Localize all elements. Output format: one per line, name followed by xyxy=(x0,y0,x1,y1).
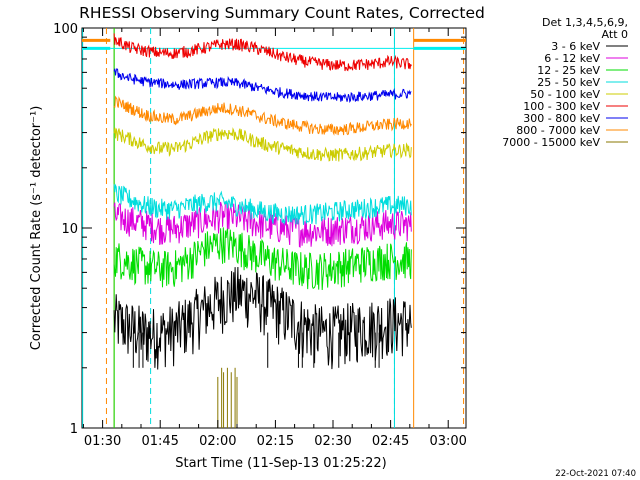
series-50-to-100keV xyxy=(113,127,412,162)
axis-ticks: 01:30 01:45 02:00 02:15 02:30 02:45 03:00 1 10 10… xyxy=(53,22,467,449)
series-line xyxy=(113,200,412,248)
series-300-to-800keV xyxy=(113,67,412,103)
y-tick-label: 10 xyxy=(61,222,78,237)
x-tick-label: 01:30 xyxy=(84,434,121,449)
y-tick-label: 100 xyxy=(53,22,78,37)
legend-label: 12 - 25 keV xyxy=(537,64,600,77)
series-6-to-12keV xyxy=(113,200,412,248)
legend-header-line-1: Det 1,3,4,5,6,9, xyxy=(542,16,628,29)
series-line xyxy=(113,183,412,226)
legend-label: 50 - 100 keV xyxy=(530,88,600,101)
legend-label: 6 - 12 keV xyxy=(544,52,600,65)
x-tick-label: 02:45 xyxy=(372,434,409,449)
series-3-to-6keV xyxy=(113,266,412,370)
legend-header: Det 1,3,4,5,6,9, Att 0 xyxy=(542,16,628,41)
series-100-to-300keV xyxy=(113,33,412,72)
y-tick-label: 1 xyxy=(70,422,78,437)
x-tick-label: 02:00 xyxy=(199,434,236,449)
series-25-to-50keV xyxy=(113,183,412,226)
x-tick-label: 01:45 xyxy=(141,434,178,449)
y-axis-label: Corrected Count Rate (s⁻¹ detector⁻¹) xyxy=(29,106,44,351)
x-tick-label: 02:30 xyxy=(314,434,351,449)
legend-label: 7000 - 15000 keV xyxy=(502,136,600,149)
series-12-to-25keV xyxy=(113,227,412,291)
legend-label: 300 - 800 keV xyxy=(523,112,600,125)
x-tick-label: 03:00 xyxy=(429,434,466,449)
series-line xyxy=(113,67,412,103)
series-3-6-kev-dropouts xyxy=(132,332,380,368)
x-tick-label: 02:15 xyxy=(257,434,294,449)
series-line xyxy=(113,266,412,370)
series-line xyxy=(113,95,412,136)
series-7000-15000-kev xyxy=(217,367,238,428)
series-layer xyxy=(113,33,412,428)
legend-label: 25 - 50 keV xyxy=(537,76,600,89)
legend-label: 3 - 6 keV xyxy=(551,40,600,53)
legend-label: 100 - 300 keV xyxy=(523,100,600,113)
series-line xyxy=(113,127,412,162)
series-800-to-7000keV xyxy=(113,95,412,136)
x-axis-label: Start Time (11-Sep-13 01:25:22) xyxy=(175,456,386,471)
legend-label: 800 - 7000 keV xyxy=(516,124,600,137)
legend-header-line-2: Att 0 xyxy=(602,28,628,41)
timestamp: 22-Oct-2021 07:40 xyxy=(555,469,636,479)
series-line xyxy=(113,33,412,72)
series-line xyxy=(113,227,412,291)
chart-title: RHESSI Observing Summary Count Rates, Co… xyxy=(79,4,485,22)
